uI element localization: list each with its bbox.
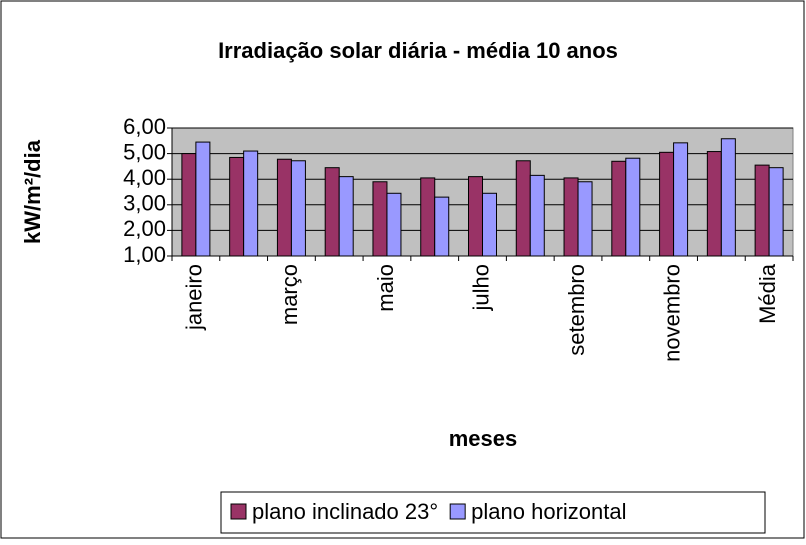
legend bbox=[220, 491, 766, 534]
bar bbox=[386, 192, 402, 257]
y-tick-label: 3,00 bbox=[123, 191, 166, 216]
legend-label: plano inclinado 23° bbox=[252, 499, 438, 524]
legend-label: plano horizontal bbox=[471, 499, 626, 524]
bar bbox=[372, 181, 388, 257]
bar bbox=[434, 196, 450, 257]
x-tick-label: Média bbox=[755, 263, 780, 324]
bar bbox=[754, 164, 770, 257]
bar bbox=[625, 157, 641, 257]
bar bbox=[706, 151, 722, 257]
bar bbox=[229, 156, 245, 257]
bar bbox=[420, 177, 436, 257]
y-tick-label: 4,00 bbox=[123, 165, 166, 190]
x-tick-label: novembro bbox=[659, 264, 684, 362]
bar bbox=[290, 160, 306, 257]
bar bbox=[243, 150, 259, 257]
x-tick-label: janeiro bbox=[182, 264, 207, 331]
bar bbox=[563, 177, 579, 257]
y-tick-label: 1,00 bbox=[123, 242, 166, 267]
bar bbox=[482, 192, 497, 257]
bar bbox=[276, 158, 292, 257]
x-tick-label: maio bbox=[373, 264, 398, 312]
bar bbox=[577, 181, 593, 257]
y-axis-title: kW/m²/dia bbox=[20, 139, 45, 244]
x-axis-title: meses bbox=[449, 426, 518, 451]
y-tick-label: 5,00 bbox=[123, 139, 166, 164]
bar bbox=[181, 153, 197, 257]
y-tick-label: 6,00 bbox=[123, 114, 166, 139]
bar bbox=[324, 167, 340, 257]
bar bbox=[515, 160, 531, 257]
bar bbox=[768, 167, 784, 257]
chart-title: Irradiação solar diária - média 10 anos bbox=[218, 38, 618, 63]
y-tick-label: 2,00 bbox=[123, 216, 166, 241]
x-tick-label: março bbox=[277, 264, 302, 325]
bar bbox=[659, 151, 675, 257]
x-tick-label: julho bbox=[468, 264, 493, 311]
bar bbox=[468, 176, 483, 257]
x-tick-label: setembro bbox=[564, 264, 589, 356]
legend-swatch bbox=[449, 503, 466, 520]
legend-swatch bbox=[230, 503, 247, 520]
bar bbox=[195, 141, 211, 257]
bar bbox=[720, 138, 736, 257]
bar bbox=[338, 176, 354, 257]
bar bbox=[529, 174, 545, 257]
bar bbox=[611, 160, 627, 257]
bar bbox=[673, 142, 689, 257]
